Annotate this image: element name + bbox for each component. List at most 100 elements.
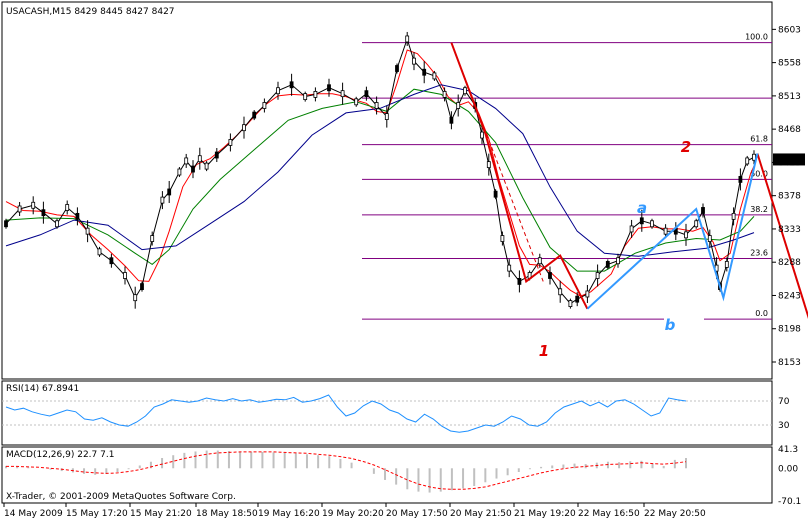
macd-tick-label: 0.00	[778, 464, 798, 474]
time-tick-label: 14 May 2009	[4, 509, 63, 519]
candle-body	[17, 205, 22, 213]
wave-label-1: 2	[681, 138, 691, 156]
price-tick-label: 8288	[778, 258, 801, 268]
candle-body	[65, 204, 70, 211]
candle-body	[745, 157, 750, 165]
candle-body	[276, 87, 280, 95]
rsi-panel-frame	[1, 380, 773, 446]
rsi-title: RSI(14) 67.8941	[6, 384, 79, 394]
candle-body	[41, 209, 46, 217]
candle-body	[548, 272, 552, 279]
fib-label-6: 0.0	[755, 309, 768, 318]
price-tick-label: 8198	[778, 325, 801, 335]
candle-body	[4, 220, 8, 228]
candle-body	[150, 235, 155, 242]
fib-label-4: 38.2	[750, 205, 768, 214]
candle-body	[252, 111, 257, 119]
candle-body	[177, 168, 182, 176]
price-tick-label: 8648	[778, 0, 801, 2]
candle-body	[500, 235, 505, 242]
price-series	[4, 31, 756, 309]
candle-body	[517, 278, 522, 285]
candle-body	[629, 225, 634, 233]
fib-label-2: 61.8	[750, 135, 768, 144]
macd-tick-label: 41.3	[778, 445, 798, 455]
candle-body	[184, 157, 189, 165]
candle-body	[456, 102, 461, 109]
candle-body	[558, 288, 563, 296]
time-tick-label: 20 May 17:50	[386, 509, 448, 519]
rsi-indicator: 70 30	[2, 394, 790, 433]
time-tick-label: 20 May 21:50	[450, 509, 512, 519]
candle-body	[432, 72, 437, 80]
time-tick-label: 18 May 18:50	[196, 509, 258, 519]
rsi-line	[5, 394, 687, 433]
time-tick-label: 22 May 16:50	[578, 509, 640, 519]
time-tick-label: 21 May 19:20	[514, 509, 576, 519]
candle-body	[724, 261, 729, 268]
candle-body	[242, 124, 246, 132]
fib-label-0: 100.0	[745, 33, 768, 42]
candle-body	[167, 188, 172, 196]
candle-body	[123, 272, 127, 279]
price-tick-label: 8153	[778, 358, 801, 368]
macd-tick-label: -70.1	[778, 497, 801, 507]
macd-signal-line	[6, 451, 687, 490]
candle-body	[313, 91, 318, 98]
main-title: USACASH,M15 8429 8445 8427 8427	[6, 7, 175, 17]
candle-body	[214, 151, 219, 159]
candle-body	[354, 98, 359, 106]
candle-body	[463, 87, 467, 95]
price-line	[5, 37, 755, 305]
candle-body	[303, 93, 308, 101]
candle-body	[31, 201, 36, 209]
time-tick-label: 22 May 20:50	[644, 509, 706, 519]
candle-body	[384, 113, 389, 120]
candle-body	[493, 190, 498, 198]
candle-body	[605, 261, 610, 268]
candle-body	[191, 165, 195, 173]
candle-body	[140, 283, 144, 290]
wave-label-3: b	[665, 316, 676, 334]
moving-average-2	[5, 84, 755, 257]
candle-body	[374, 102, 379, 109]
price-tick-label: 8558	[778, 59, 801, 69]
price-tick-label: 8468	[778, 125, 801, 135]
candle-body	[405, 35, 410, 43]
price-axis: 8648860385588513846884238378833382888243…	[772, 0, 805, 368]
candle-body	[701, 207, 705, 214]
price-tick-label: 8378	[778, 192, 801, 202]
candle-body	[262, 102, 267, 109]
candle-body	[133, 294, 138, 302]
candle-body	[97, 248, 102, 256]
red-projection-line	[756, 153, 808, 319]
red-wave-line	[450, 42, 589, 310]
red-dashed-line	[450, 42, 544, 282]
copyright-text: X-Trader, © 2001-2009 MetaQuotes Softwar…	[6, 492, 236, 502]
candle-body	[694, 220, 699, 228]
last-price-box	[773, 153, 805, 166]
candle-body	[486, 161, 491, 169]
candle-body	[575, 295, 580, 303]
time-axis: 14 May 2009 15 May 17:20 15 May 21:20 18 Ma…	[3, 503, 706, 519]
fib-label-3: 50.0	[750, 169, 768, 178]
price-tick-label: 8333	[778, 225, 801, 235]
time-tick-label: 15 May 17:20	[66, 509, 128, 519]
candle-body	[449, 116, 454, 124]
candle-body	[204, 162, 209, 170]
candle-body	[55, 220, 59, 228]
candle-body	[568, 300, 573, 308]
price-tick-label: 8243	[778, 291, 801, 301]
candle-body	[327, 84, 331, 92]
rsi-tick-label: 70	[778, 397, 790, 407]
moving-averages	[5, 49, 755, 297]
candle-body	[289, 81, 294, 89]
main-panel-frame	[1, 1, 773, 380]
macd-panel-frame	[1, 446, 773, 504]
candle-body	[442, 91, 447, 98]
rsi-tick-label: 30	[778, 421, 790, 431]
macd-title: MACD(12,26,9) 22.7 7.1	[6, 450, 114, 460]
wave-annotations: 1 2 a b	[450, 42, 808, 360]
